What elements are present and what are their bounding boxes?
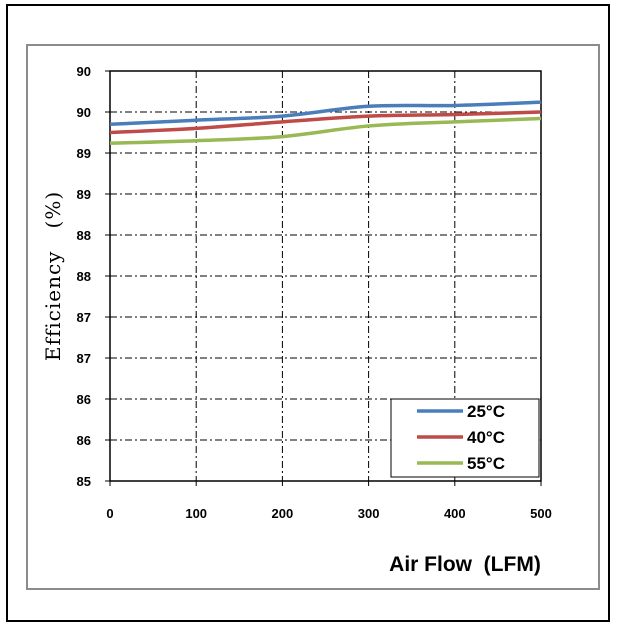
y-tick-label: 87 (77, 310, 91, 325)
outer-frame (6, 4, 610, 622)
y-tick-label: 86 (77, 433, 91, 448)
y-tick-label: 90 (77, 64, 91, 79)
x-axis-title: Air Flow (LFM) (389, 553, 541, 576)
tick-labels: 85 86 86 87 87 88 88 89 89 90 90 0 100 200 300 400 500 (77, 64, 552, 521)
x-tick-label: 200 (272, 506, 294, 521)
y-tick-label: 88 (77, 269, 91, 284)
x-tick-label: 0 (106, 506, 113, 521)
series-line-25c (109, 100, 542, 127)
y-axis-title: Efficiency (%) (41, 191, 65, 361)
x-tick-label: 300 (358, 506, 380, 521)
chart-frame (26, 44, 600, 590)
y-tick-label: 89 (77, 187, 91, 202)
y-tick-label: 89 (77, 146, 91, 161)
y-tick-label: 87 (77, 351, 91, 366)
legend-label: 40°C (467, 428, 505, 447)
y-tick-label: 88 (77, 228, 91, 243)
x-tick-label: 400 (444, 506, 466, 521)
x-tick-label: 500 (530, 506, 552, 521)
series-line-55c (109, 116, 542, 145)
legend-label: 25°C (467, 402, 505, 421)
x-tick-label: 100 (185, 506, 207, 521)
legend-box (390, 398, 540, 478)
series-lines (109, 100, 542, 145)
grid-lines (105, 70, 542, 486)
legend-label: 55°C (467, 454, 505, 473)
series-line-40c (109, 110, 542, 135)
legend: 25°C 40°C 55°C (390, 398, 540, 478)
y-tick-label: 86 (77, 392, 91, 407)
y-tick-label: 90 (77, 105, 91, 120)
y-tick-label: 85 (77, 474, 91, 489)
